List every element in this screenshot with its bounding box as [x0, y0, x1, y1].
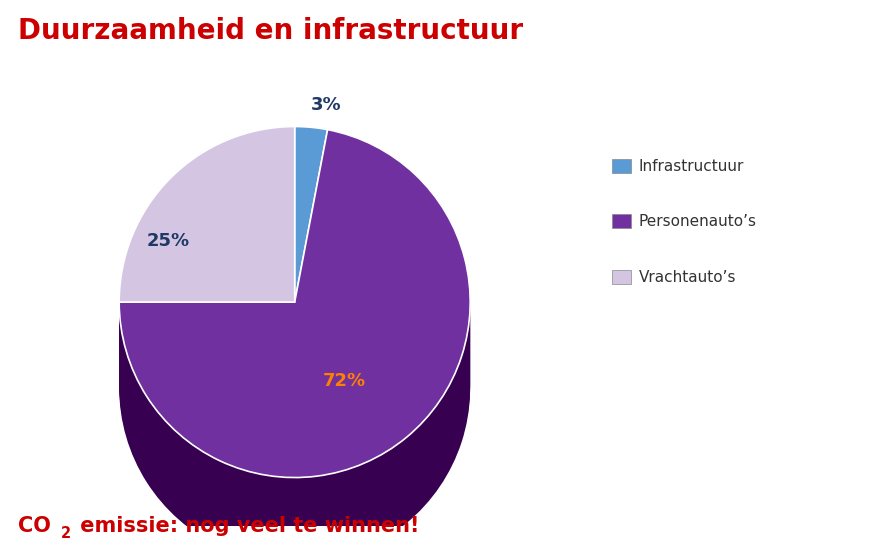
Wedge shape: [119, 141, 471, 489]
Wedge shape: [119, 177, 295, 353]
Wedge shape: [295, 170, 328, 345]
Wedge shape: [119, 212, 471, 554]
Wedge shape: [295, 162, 328, 337]
Wedge shape: [119, 201, 295, 376]
Wedge shape: [119, 150, 295, 325]
Wedge shape: [119, 204, 471, 552]
Wedge shape: [295, 193, 328, 368]
Wedge shape: [119, 161, 471, 509]
Wedge shape: [119, 173, 295, 349]
Wedge shape: [119, 181, 295, 357]
Text: 2: 2: [61, 526, 71, 541]
Wedge shape: [119, 145, 471, 493]
Wedge shape: [295, 181, 328, 357]
Wedge shape: [119, 137, 471, 485]
Wedge shape: [295, 166, 328, 341]
Wedge shape: [119, 200, 471, 548]
Wedge shape: [295, 197, 328, 372]
Wedge shape: [295, 146, 328, 321]
Wedge shape: [119, 197, 295, 372]
Wedge shape: [119, 192, 471, 540]
Wedge shape: [119, 154, 295, 329]
Wedge shape: [295, 142, 328, 317]
Wedge shape: [119, 138, 295, 314]
Text: Duurzaamheid en infrastructuur: Duurzaamheid en infrastructuur: [18, 17, 523, 45]
Text: Infrastructuur: Infrastructuur: [638, 158, 744, 174]
Wedge shape: [119, 181, 471, 529]
Wedge shape: [119, 176, 471, 524]
Wedge shape: [119, 196, 471, 544]
Wedge shape: [119, 165, 471, 512]
Wedge shape: [295, 134, 328, 310]
Wedge shape: [295, 158, 328, 334]
Wedge shape: [119, 162, 295, 337]
Wedge shape: [295, 130, 328, 306]
Wedge shape: [119, 130, 471, 478]
Wedge shape: [119, 216, 471, 554]
Wedge shape: [119, 146, 295, 321]
Wedge shape: [295, 212, 328, 388]
Wedge shape: [119, 126, 295, 302]
Wedge shape: [119, 157, 471, 505]
Text: Personenauto’s: Personenauto’s: [638, 214, 756, 229]
Wedge shape: [119, 208, 471, 554]
Wedge shape: [119, 142, 295, 317]
Text: emissie: nog veel te winnen!: emissie: nog veel te winnen!: [73, 516, 420, 536]
Text: Vrachtauto’s: Vrachtauto’s: [638, 269, 736, 285]
Wedge shape: [295, 204, 328, 380]
Wedge shape: [119, 134, 471, 481]
Wedge shape: [295, 177, 328, 353]
Wedge shape: [119, 184, 471, 532]
Wedge shape: [119, 208, 295, 384]
Wedge shape: [119, 204, 295, 380]
Text: 3%: 3%: [311, 96, 342, 115]
Wedge shape: [119, 193, 295, 368]
Wedge shape: [119, 134, 295, 310]
Wedge shape: [119, 189, 295, 365]
Wedge shape: [119, 172, 471, 520]
Wedge shape: [119, 158, 295, 334]
Wedge shape: [119, 170, 295, 345]
Wedge shape: [119, 168, 471, 516]
Wedge shape: [295, 185, 328, 361]
Wedge shape: [295, 208, 328, 384]
Wedge shape: [119, 153, 471, 501]
Wedge shape: [295, 173, 328, 349]
Wedge shape: [119, 130, 295, 306]
Wedge shape: [295, 138, 328, 314]
Text: CO: CO: [18, 516, 51, 536]
Wedge shape: [119, 212, 295, 388]
Text: 25%: 25%: [146, 232, 190, 250]
Wedge shape: [295, 201, 328, 376]
Wedge shape: [119, 188, 471, 536]
Wedge shape: [295, 126, 328, 302]
Wedge shape: [295, 154, 328, 329]
Wedge shape: [295, 150, 328, 325]
Wedge shape: [119, 166, 295, 341]
Wedge shape: [119, 185, 295, 361]
Wedge shape: [295, 189, 328, 365]
Text: 72%: 72%: [322, 372, 365, 390]
Wedge shape: [119, 149, 471, 497]
